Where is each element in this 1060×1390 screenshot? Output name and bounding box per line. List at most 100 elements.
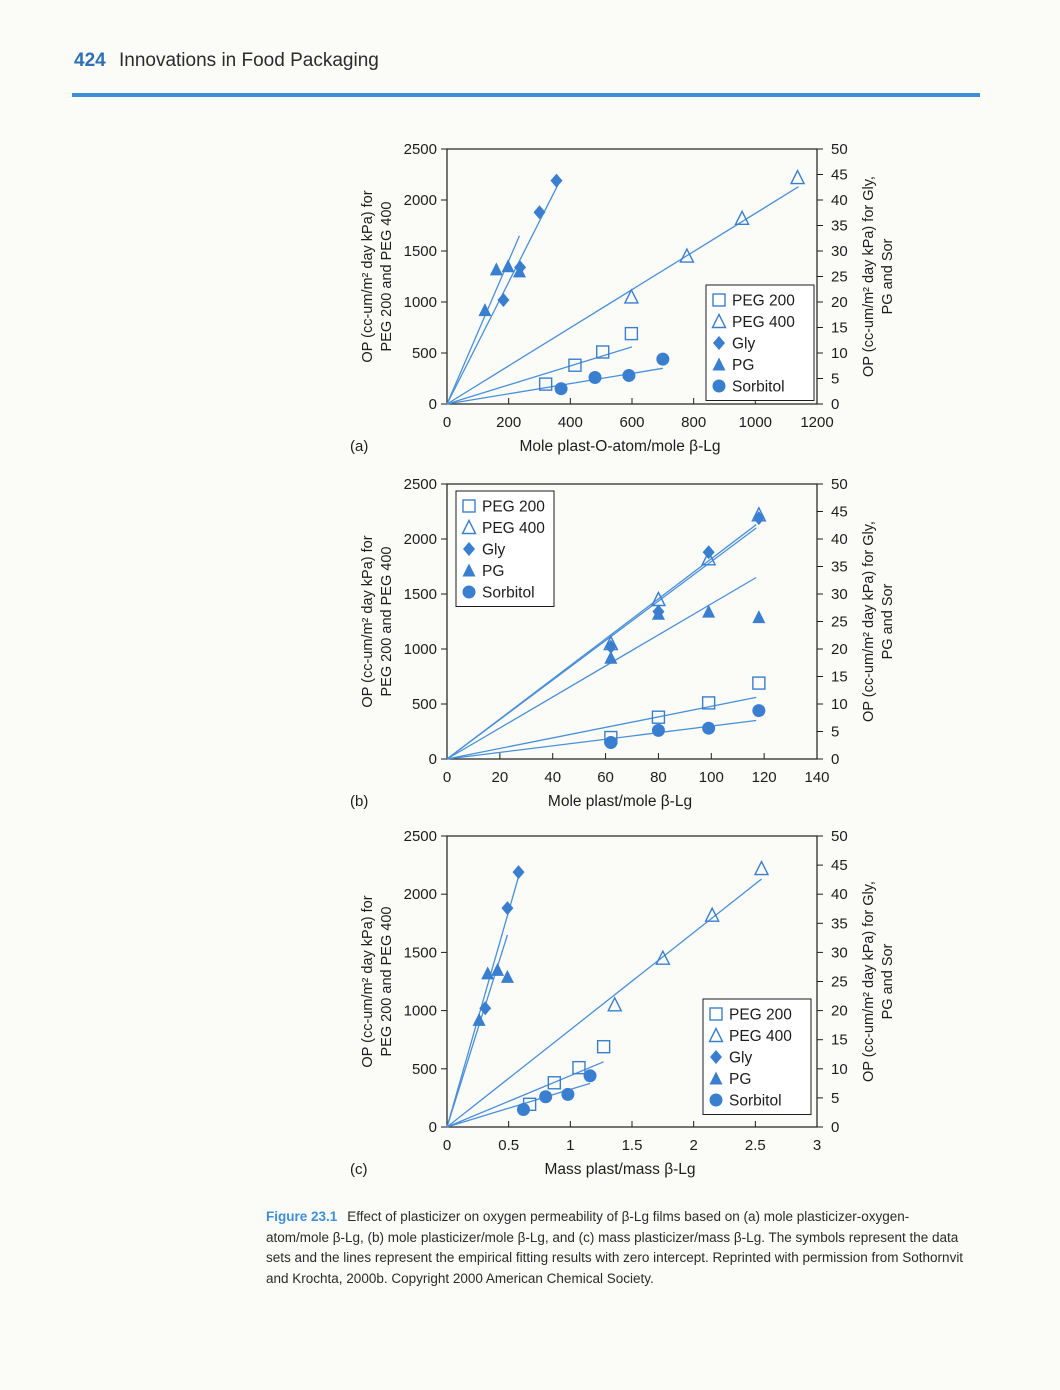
legend-marker	[709, 1007, 723, 1021]
marker-sorbitol	[651, 723, 665, 737]
y-right-tick-label: 10	[831, 345, 848, 362]
marker-peg-200	[752, 676, 766, 690]
marker-peg-200	[547, 1076, 561, 1090]
panel-label: (a)	[350, 438, 368, 455]
y-left-axis-label: OP (cc-um/m² day kPa) for PEG 200 and PEG…	[360, 190, 395, 362]
y-right-tick-label: 40	[831, 192, 848, 209]
marker-sorbitol	[588, 370, 602, 384]
y-right-tick-label: 5	[831, 1090, 839, 1107]
y-right-tick-label: 40	[831, 531, 848, 548]
legend-marker	[711, 312, 727, 329]
marker-peg-200	[624, 326, 639, 341]
legend-label: PEG 400	[482, 520, 545, 537]
y-left-tick-label: 0	[429, 1119, 437, 1136]
legend-marker	[463, 542, 475, 556]
marker-peg-400	[623, 288, 640, 304]
marker-pg	[752, 610, 766, 624]
marker-pg	[501, 259, 515, 273]
x-tick-label: 2	[689, 1137, 697, 1154]
y-right-tick-label: 5	[831, 724, 839, 741]
y-right-tick-label: 15	[831, 320, 848, 337]
fit-line-peg-200	[446, 696, 757, 760]
y-right-tick-label: 10	[831, 1061, 848, 1078]
marker-sorbitol	[604, 736, 618, 749]
x-tick-label: 40	[544, 769, 561, 786]
y-right-tick-label: 15	[831, 669, 848, 686]
marker-peg-200	[596, 1039, 611, 1054]
y-right-axis-label-line2: PG and Sor	[880, 583, 896, 659]
marker-peg-200	[572, 1060, 586, 1075]
marker-gly	[512, 865, 525, 880]
y-right-tick-label: 45	[831, 167, 848, 184]
y-left-tick-label: 2000	[404, 192, 437, 209]
marker-gly	[479, 1001, 492, 1016]
legend-marker	[462, 499, 476, 513]
legend-label: PEG 200	[729, 1007, 792, 1024]
page-number: 424	[74, 50, 106, 71]
x-axis-label: Mass plast/mass β-Lg	[544, 1161, 695, 1178]
y-right-axis-label-line1: OP (cc-um/m² day kPa) for Gly,	[861, 521, 877, 722]
legend-label: Gly	[732, 336, 756, 353]
caption-label: Figure 23.1	[266, 1209, 338, 1224]
y-right-tick-label: 20	[831, 641, 848, 658]
marker-pg	[489, 262, 503, 276]
marker-pg	[702, 604, 716, 618]
panel-label: (b)	[350, 793, 368, 810]
y-right-axis-label-line1: OP (cc-um/m² day kPa) for Gly,	[861, 881, 877, 1082]
y-right-tick-label: 25	[831, 614, 848, 631]
y-left-tick-label: 1000	[404, 294, 437, 311]
x-tick-label: 400	[558, 414, 583, 431]
fit-line-gly	[446, 876, 520, 1128]
legend-label: Sorbitol	[732, 379, 785, 396]
marker-sorbitol	[702, 721, 716, 735]
y-left-axis-label-line1: OP (cc-um/m² day kPa) for	[360, 190, 376, 362]
legend-marker	[461, 518, 477, 535]
y-right-axis-label: OP (cc-um/m² day kPa) for Gly, PG and Sor	[861, 881, 896, 1082]
x-tick-label: 20	[492, 769, 509, 786]
y-right-tick-label: 10	[831, 696, 848, 713]
marker-pg	[472, 1012, 486, 1026]
legend-label: Sorbitol	[482, 585, 535, 602]
y-right-tick-label: 50	[831, 828, 848, 845]
legend-label: PEG 400	[732, 314, 795, 331]
y-left-tick-label: 2000	[404, 886, 437, 903]
chart-panel-c: 0 0.5 1 1.5 2 2.5 3050010001500200025000510152…	[350, 828, 896, 1178]
x-tick-label: 0	[443, 1137, 451, 1154]
y-left-tick-label: 500	[412, 1061, 437, 1078]
marker-peg-200	[596, 345, 610, 359]
marker-pg	[481, 966, 495, 980]
marker-sorbitol	[656, 352, 670, 366]
legend-marker	[709, 1093, 723, 1107]
x-tick-label: 200	[496, 414, 521, 431]
figure-caption: Figure 23.1 Effect of plasticizer on oxyg…	[266, 1207, 971, 1289]
marker-peg-200	[701, 696, 716, 710]
fit-line-peg-400	[446, 878, 762, 1128]
marker-sorbitol	[539, 1090, 553, 1104]
page-header: 424 Innovations in Food Packaging	[74, 50, 379, 72]
x-tick-label: 1000	[739, 414, 772, 431]
y-left-axis-label-line1: OP (cc-um/m² day kPa) for	[360, 535, 376, 707]
y-right-axis-label-line2: PG and Sor	[880, 943, 896, 1019]
y-left-tick-label: 2500	[404, 828, 437, 845]
x-tick-label: 3	[813, 1137, 821, 1154]
y-right-tick-label: 20	[831, 294, 848, 311]
y-right-tick-label: 20	[831, 1003, 848, 1020]
marker-gly	[497, 292, 510, 307]
y-right-tick-label: 30	[831, 586, 848, 603]
marker-peg-400	[704, 906, 720, 922]
x-tick-label: 0	[443, 414, 451, 431]
marker-peg-400	[679, 247, 695, 263]
fit-line-peg-200	[446, 346, 633, 405]
marker-pg	[491, 962, 505, 976]
x-tick-label: 80	[650, 769, 667, 786]
y-right-axis-label-line2: PG and Sor	[880, 238, 896, 314]
legend-label: Gly	[729, 1050, 753, 1067]
x-tick-label: 1.5	[622, 1137, 643, 1154]
legend-label: PG	[729, 1071, 751, 1088]
y-left-tick-label: 2000	[404, 531, 437, 548]
marker-gly	[533, 205, 546, 220]
legend-marker	[708, 1026, 724, 1043]
y-right-tick-label: 30	[831, 944, 848, 961]
y-left-tick-label: 0	[429, 396, 437, 413]
x-tick-label: 2.5	[745, 1137, 766, 1154]
